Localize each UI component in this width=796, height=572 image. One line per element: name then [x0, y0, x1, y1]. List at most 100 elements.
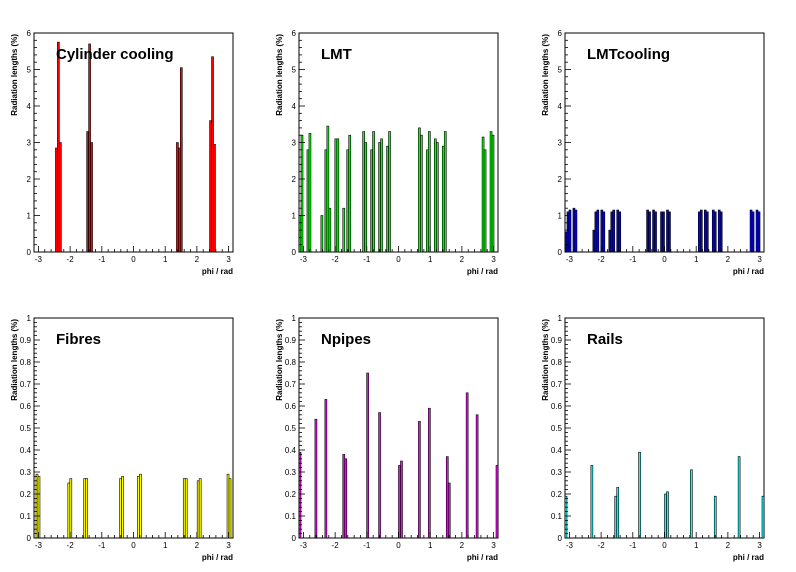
y-tick-label: 0.1	[551, 512, 563, 521]
plot-title: Rails	[587, 331, 623, 348]
x-tick-label: -3	[300, 255, 308, 264]
y-tick-label: 0.9	[20, 336, 32, 345]
x-axis-label: phi / rad	[467, 267, 498, 276]
histogram-bar	[378, 412, 381, 539]
y-tick-label: 0.3	[285, 468, 297, 477]
histogram-bar	[69, 478, 73, 539]
histogram-bar	[366, 372, 369, 539]
y-tick-label: 0.8	[551, 358, 563, 367]
y-tick-label: 0.6	[20, 402, 32, 411]
y-tick-label: 1	[292, 314, 297, 323]
y-tick-label: 0.5	[20, 424, 32, 433]
x-axis-label: phi / rad	[202, 267, 233, 276]
y-tick-label: 1	[27, 314, 32, 323]
plot-title: Fibres	[56, 331, 101, 348]
y-tick-label: 0	[558, 248, 563, 257]
y-tick-label: 0.6	[551, 402, 563, 411]
y-axis-label: Radiation lengths (%)	[10, 319, 19, 401]
y-tick-label: 0.1	[285, 512, 297, 521]
y-tick-label: 6	[292, 29, 297, 38]
plot-frame	[298, 32, 499, 253]
histogram-bar	[618, 211, 622, 253]
y-tick-label: 3	[27, 139, 32, 148]
histogram-bar	[59, 142, 62, 253]
y-tick-label: 4	[558, 102, 563, 111]
histogram-bar	[228, 478, 232, 539]
histogram-bar	[418, 421, 421, 539]
y-tick-label: 5	[292, 66, 297, 75]
x-tick-label: 0	[662, 255, 667, 264]
x-tick-label: 3	[226, 541, 231, 550]
x-tick-label: 3	[491, 255, 496, 264]
y-tick-label: 0.7	[551, 380, 563, 389]
x-tick-label: 1	[428, 255, 433, 264]
y-tick-label: 1	[292, 212, 297, 221]
histogram-bar	[336, 138, 340, 253]
histogram-bar	[737, 456, 741, 539]
histogram-bar	[757, 211, 761, 253]
histogram-bar	[612, 209, 616, 253]
histogram-bar	[654, 211, 657, 253]
histogram-bar	[198, 478, 202, 539]
histogram-bar	[568, 209, 572, 253]
histogram-bar	[372, 131, 375, 253]
histogram-bar	[713, 495, 717, 539]
histogram-bar	[719, 211, 723, 253]
histogram-bar	[602, 211, 606, 253]
x-tick-label: -2	[67, 541, 75, 550]
x-tick-label: 3	[757, 541, 762, 550]
x-tick-label: -1	[363, 255, 371, 264]
x-tick-label: 1	[428, 541, 433, 550]
x-tick-label: -1	[98, 255, 106, 264]
x-tick-label: 3	[757, 255, 762, 264]
y-tick-label: 0	[27, 534, 32, 543]
x-tick-label: 2	[195, 541, 200, 550]
y-tick-label: 2	[292, 175, 297, 184]
y-tick-label: 0	[292, 248, 297, 257]
histogram-bar	[184, 478, 188, 539]
plot-frame	[33, 317, 234, 539]
y-tick-label: 0.8	[20, 358, 32, 367]
x-tick-label: -3	[300, 541, 308, 550]
histogram-bar	[436, 142, 439, 253]
x-tick-label: -1	[98, 541, 106, 550]
histogram-bar	[574, 209, 578, 253]
y-tick-label: 0.9	[285, 336, 297, 345]
plot-title: Cylinder cooling	[56, 46, 174, 63]
y-tick-label: 0.8	[285, 358, 297, 367]
histogram-bar	[713, 211, 717, 253]
x-tick-label: 0	[396, 255, 401, 264]
x-axis-label: phi / rad	[202, 553, 233, 562]
y-tick-label: 0.7	[20, 380, 32, 389]
histogram-bar	[213, 144, 216, 253]
y-tick-label: 1	[27, 212, 32, 221]
histogram-bar	[380, 138, 383, 253]
y-tick-label: 0	[292, 534, 297, 543]
histogram-bar	[690, 469, 693, 539]
histogram-bar	[428, 131, 431, 253]
plot-title: LMTcooling	[587, 46, 670, 63]
x-tick-label: 3	[491, 541, 496, 550]
histogram-bar	[616, 487, 620, 539]
x-tick-label: -1	[629, 541, 637, 550]
x-tick-label: 0	[131, 541, 136, 550]
y-axis-label: Radiation lengths (%)	[275, 319, 284, 401]
histogram-bar	[443, 131, 447, 253]
y-tick-label: 2	[558, 175, 563, 184]
y-tick-label: 6	[27, 29, 32, 38]
histogram-bar	[400, 460, 403, 539]
histogram-bar	[314, 418, 318, 539]
histogram-bar	[328, 207, 332, 253]
histogram-bar	[180, 67, 183, 253]
plot-2: -3 -2 -1 0 1 2 3 0 1 2 3 4 5 6 LMTcooling phi / rad Radi…	[541, 29, 765, 276]
histogram-bar	[420, 134, 423, 253]
x-tick-label: 2	[726, 255, 731, 264]
y-tick-label: 6	[558, 29, 563, 38]
plot-title: Npipes	[321, 331, 371, 348]
histogram-bar	[388, 131, 391, 253]
histogram-bar	[326, 125, 330, 253]
y-tick-label: 1	[558, 212, 563, 221]
y-tick-label: 5	[558, 66, 563, 75]
histogram-bar	[447, 482, 451, 539]
x-tick-label: -2	[67, 255, 75, 264]
